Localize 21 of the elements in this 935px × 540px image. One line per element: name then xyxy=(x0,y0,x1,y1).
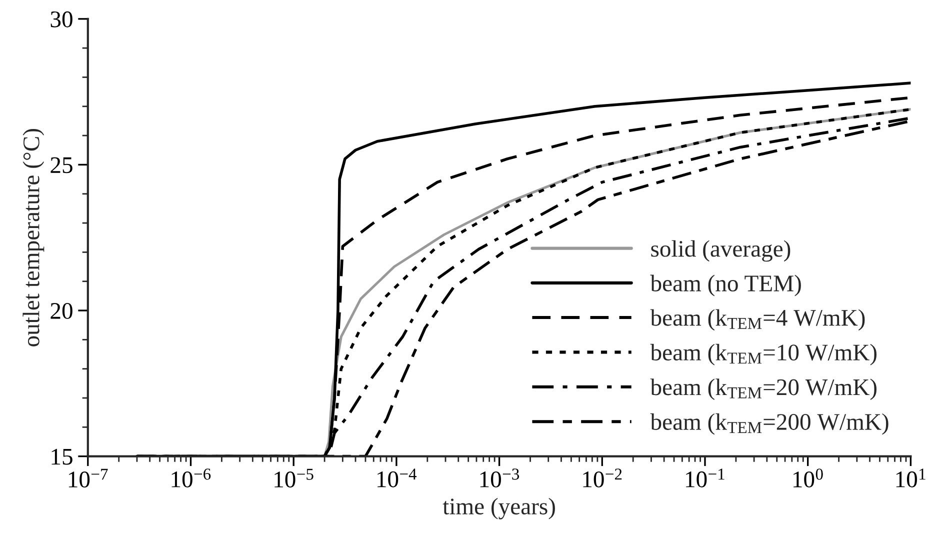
y-tick-label: 25 xyxy=(50,157,72,174)
x-tick-label: 10$^{−6}$ xyxy=(172,468,211,488)
y-tick-label: 15 xyxy=(52,448,72,465)
x-tick-label: 10$^{−7}$ xyxy=(68,468,108,488)
y-axis-title: outlet temperature (°C) xyxy=(22,129,44,346)
legend-label: solid (average) xyxy=(651,240,790,262)
x-tick-label: 10$^{0}$ xyxy=(794,468,823,488)
x-axis-title: time (years) xyxy=(442,498,555,520)
x-tick-label: 10$^{−5}$ xyxy=(274,468,314,488)
legend-label: beam (k$_{TEM}$=10 W/mK) xyxy=(650,344,876,366)
x-tick-label: 10$^{−3}$ xyxy=(480,468,520,488)
legend-label: beam (k$_{TEM}$=20 W/mK) xyxy=(650,378,876,400)
x-tick-label: 10$^{−2}$ xyxy=(583,468,622,488)
x-tick-label: 10$^{−4}$ xyxy=(378,468,417,488)
legend-label: beam (k$_{TEM}$=200 W/mK) xyxy=(650,413,888,435)
legend-label: beam (k$_{TEM}$=4 W/mK) xyxy=(650,309,865,331)
x-tick-label: 10$^{−1}$ xyxy=(686,468,724,488)
y-tick-label: 20 xyxy=(50,302,72,319)
legend-label: beam (no TEM) xyxy=(650,274,801,296)
y-tick-label: 30 xyxy=(50,11,72,28)
x-tick-label: 10$^{1}$ xyxy=(896,468,926,488)
